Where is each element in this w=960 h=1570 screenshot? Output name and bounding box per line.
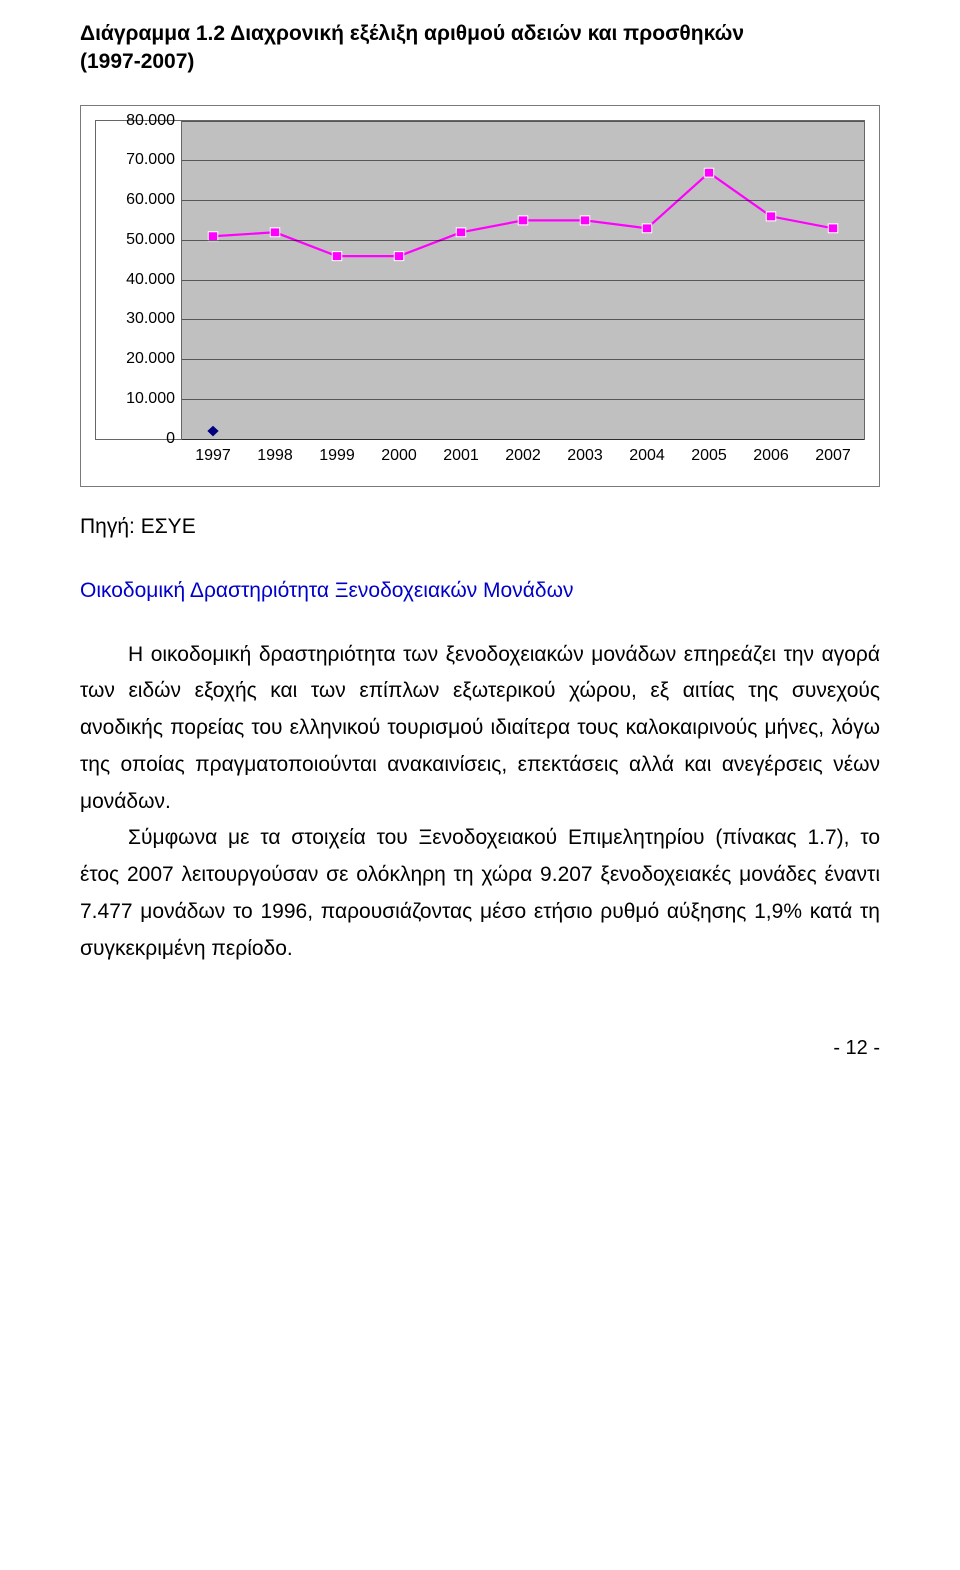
y-tick-label: 80.000: [126, 112, 175, 130]
y-tick-label: 60.000: [126, 191, 175, 209]
x-tick-label: 1999: [306, 447, 368, 465]
y-tick-label: 20.000: [126, 350, 175, 368]
gridline: [182, 160, 864, 161]
x-tick-label: 2002: [492, 447, 554, 465]
gridline: [182, 200, 864, 201]
x-tick-label: 2005: [678, 447, 740, 465]
y-tick-label: 70.000: [126, 151, 175, 169]
paragraph-2: Σύμφωνα με τα στοιχεία του Ξενοδοχειακού…: [80, 820, 880, 967]
x-tick-label: 2003: [554, 447, 616, 465]
y-tick-label: 40.000: [126, 271, 175, 289]
chart-heading: Διάγραμμα 1.2 Διαχρονική εξέλιξη αριθμού…: [80, 20, 880, 77]
x-tick-label: 2004: [616, 447, 678, 465]
section-subhead: Οικοδομική Δραστηριότητα Ξενοδοχειακών Μ…: [80, 579, 880, 603]
x-tick-label: 2007: [802, 447, 864, 465]
gridline: [182, 359, 864, 360]
gridline: [182, 399, 864, 400]
y-tick-label: 10.000: [126, 390, 175, 408]
x-tick-label: 1998: [244, 447, 306, 465]
gridline: [182, 240, 864, 241]
gridline: [182, 121, 864, 122]
gridline: [182, 439, 864, 440]
y-tick-label: 30.000: [126, 310, 175, 328]
y-tick-label: 0: [166, 430, 175, 448]
y-axis: 010.00020.00030.00040.00050.00060.00070.…: [96, 121, 182, 439]
chart-container: 0 10.000 20.000 30.000 40.000 50.000 60.000 70.…: [80, 105, 880, 487]
gridline: [182, 280, 864, 281]
chart: 010.00020.00030.00040.00050.00060.00070.…: [95, 120, 865, 440]
x-tick-label: 2001: [430, 447, 492, 465]
heading-line-1: Διάγραμμα 1.2 Διαχρονική εξέλιξη αριθμού…: [80, 22, 744, 45]
x-axis: 1997199819992000200120022003200420052006…: [182, 447, 864, 465]
x-tick-label: 2006: [740, 447, 802, 465]
plot-area: [182, 121, 864, 439]
heading-line-2: (1997-2007): [80, 50, 194, 73]
paragraph-1: Η οικοδομική δραστηριότητα των ξενοδοχει…: [80, 637, 880, 821]
gridline: [182, 319, 864, 320]
chart-source: Πηγή: ΕΣΥΕ: [80, 515, 880, 539]
y-tick-label: 50.000: [126, 231, 175, 249]
x-tick-label: 2000: [368, 447, 430, 465]
x-tick-label: 1997: [182, 447, 244, 465]
page-number: - 12 -: [80, 1037, 880, 1060]
